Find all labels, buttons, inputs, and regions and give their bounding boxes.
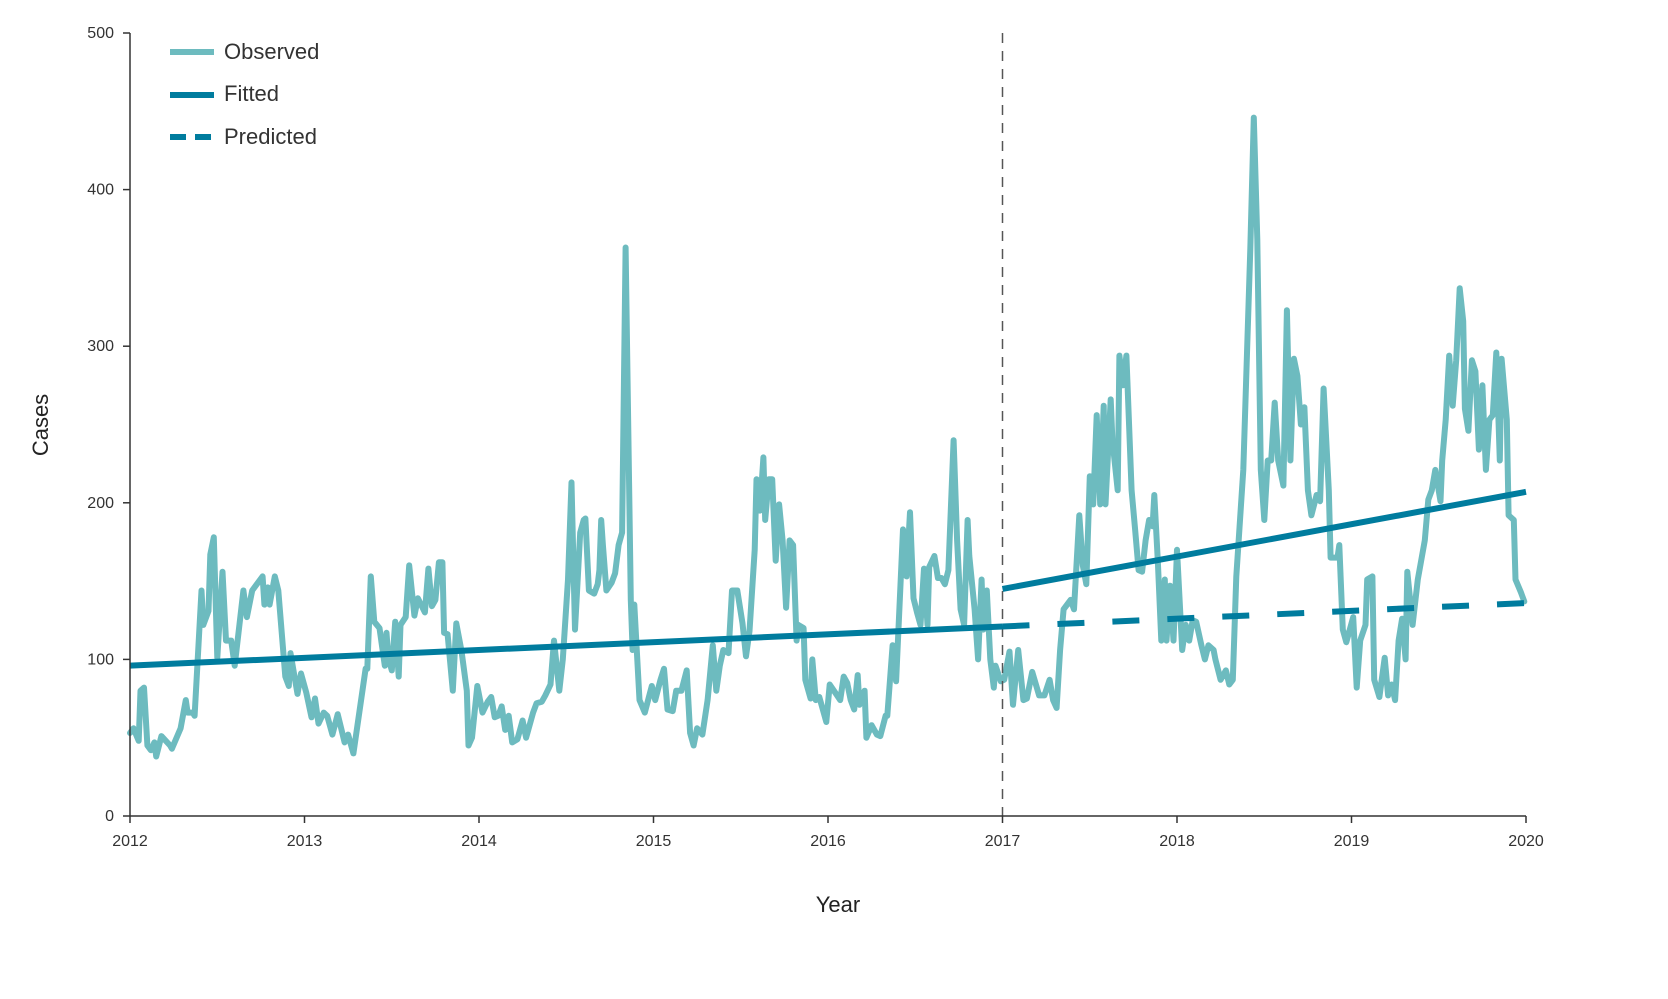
legend-label-fitted: Fitted bbox=[224, 81, 279, 106]
x-tick-label: 2017 bbox=[985, 833, 1021, 850]
y-tick-label: 200 bbox=[87, 495, 114, 512]
fitted-line-segment-1 bbox=[129, 623, 1003, 669]
y-tick-label: 400 bbox=[87, 182, 114, 199]
legend-label-predicted: Predicted bbox=[224, 124, 317, 149]
x-tick-label: 2014 bbox=[461, 833, 497, 850]
observed-series-line bbox=[127, 114, 1528, 760]
ticks: 2012 2013 2014 2015 2016 2017 2018 2019 2020 0 100… bbox=[87, 25, 1544, 850]
y-axis-title: Cases bbox=[28, 394, 53, 456]
x-tick-label: 2019 bbox=[1334, 833, 1370, 850]
y-tick-label: 500 bbox=[87, 25, 114, 42]
fitted-line-segment-2 bbox=[1001, 488, 1527, 592]
x-tick-label: 2016 bbox=[810, 833, 846, 850]
plot-area bbox=[127, 33, 1528, 816]
x-tick-label: 2013 bbox=[287, 833, 323, 850]
y-tick-label: 100 bbox=[87, 651, 114, 668]
x-tick-label: 2020 bbox=[1508, 833, 1544, 850]
x-axis-title: Year bbox=[816, 892, 860, 917]
legend: Observed Fitted Predicted bbox=[170, 39, 319, 149]
y-tick-label: 0 bbox=[105, 808, 114, 825]
x-tick-label: 2012 bbox=[112, 833, 148, 850]
x-tick-label: 2018 bbox=[1159, 833, 1195, 850]
predicted-counterfactual-line bbox=[1002, 600, 1527, 630]
x-tick-label: 2015 bbox=[636, 833, 672, 850]
legend-label-observed: Observed bbox=[224, 39, 319, 64]
y-tick-label: 300 bbox=[87, 338, 114, 355]
